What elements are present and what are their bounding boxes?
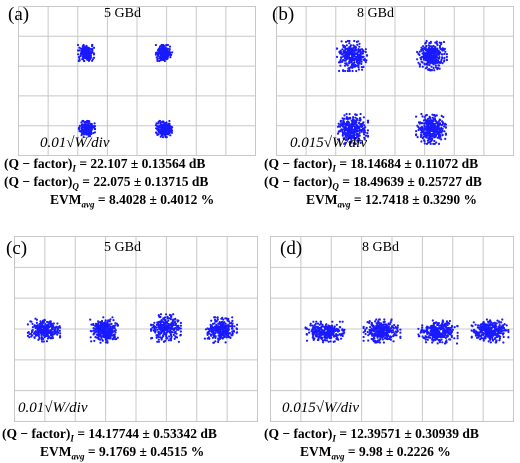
evm-avg: EVMavg = 9.1769 ± 0.4515 % — [40, 444, 205, 462]
q-factor-q: (Q − factor)Q = 18.49639 ± 0.25727 dB — [264, 174, 482, 192]
baud-rate: 5 GBd — [104, 240, 141, 255]
evm-avg: EVMavg = 12.7418 ± 0.3290 % — [306, 192, 477, 210]
panel-a: (a) 5 GBd 0.01√W/div (Q − factor)I = 22.… — [0, 0, 260, 230]
constellation-plot-a — [18, 6, 256, 156]
panel-label: (c) — [6, 238, 28, 259]
baud-rate: 8 GBd — [357, 6, 394, 21]
q-factor-i: (Q − factor)I = 22.107 ± 0.13564 dB — [4, 156, 206, 174]
symbol-cluster — [77, 119, 97, 139]
scale-label: 0.01√W/div — [18, 400, 88, 416]
symbol-cluster — [362, 318, 402, 344]
symbol-cluster — [304, 320, 346, 344]
panel-c: (c) 5 GBd 0.01√W/div (Q − factor)I = 14.… — [0, 230, 260, 463]
symbol-cluster — [417, 319, 459, 345]
symbol-cluster — [415, 112, 447, 145]
symbol-cluster — [336, 112, 370, 145]
q-factor-q: (Q − factor)Q = 22.075 ± 0.13715 dB — [4, 174, 209, 192]
panel-label: (a) — [8, 4, 30, 25]
symbol-cluster — [150, 313, 182, 343]
evm-avg: EVMavg = 8.4028 ± 0.4012 % — [50, 192, 215, 210]
symbol-cluster — [89, 316, 119, 344]
symbol-cluster — [26, 317, 62, 343]
panel-d: (d) 8 GBd 0.015√W/div (Q − factor)I = 12… — [262, 230, 520, 463]
panel-label: (d) — [280, 238, 303, 259]
scale-label: 0.01√W/div — [40, 135, 110, 151]
symbol-cluster — [154, 43, 174, 63]
evm-avg: EVMavg = 9.98 ± 0.2226 % — [300, 444, 451, 462]
baud-rate: 5 GBd — [104, 6, 141, 21]
symbol-cluster — [416, 39, 448, 72]
symbol-cluster — [203, 316, 239, 344]
panel-b: (b) 8 GBd 0.015√W/div (Q − factor)I = 18… — [262, 0, 520, 230]
q-factor-i: (Q − factor)I = 14.17744 ± 0.53342 dB — [2, 426, 217, 444]
q-factor-i: (Q − factor)I = 18.14684 ± 0.11072 dB — [264, 156, 479, 174]
scale-label: 0.015√W/div — [282, 400, 359, 416]
constellation-plot-d — [270, 236, 514, 422]
symbol-cluster — [470, 318, 510, 344]
constellation-plot-c — [14, 236, 258, 422]
panel-label: (b) — [272, 4, 295, 25]
constellation-plot-b — [276, 6, 514, 156]
symbol-cluster — [154, 119, 174, 139]
baud-rate: 8 GBd — [362, 240, 399, 255]
scale-label: 0.015√W/div — [290, 135, 367, 151]
symbol-cluster — [76, 43, 96, 63]
symbol-cluster — [335, 39, 369, 73]
q-factor-i: (Q − factor)I = 12.39571 ± 0.30939 dB — [264, 426, 479, 444]
